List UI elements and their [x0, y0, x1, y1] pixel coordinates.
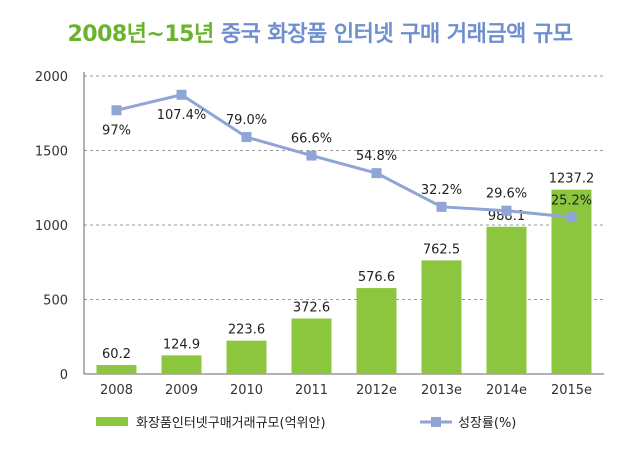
x-tick-label: 2014e: [486, 383, 527, 398]
chart-title-years: 2008년~15년: [67, 22, 214, 47]
bar: [226, 340, 267, 374]
bar-value-label: 576.6: [358, 270, 395, 285]
chart-title: 2008년~15년 중국 화장품 인터넷 구매 거래금액 규모: [0, 16, 640, 48]
legend: 화장품인터넷구매거래규모(억위안) 성장률(%): [96, 416, 516, 431]
line-value-label: 107.4%: [157, 108, 207, 123]
line-value-label: 25.2%: [551, 193, 592, 208]
line-marker: [111, 105, 122, 116]
y-tick-label: 500: [43, 294, 68, 309]
bar-value-label: 124.9: [163, 337, 200, 352]
line-marker: [436, 201, 447, 212]
growth-rate-line: [116, 93, 572, 219]
line-marker: [501, 205, 512, 216]
bar-value-label: 762.5: [423, 242, 460, 257]
line-series: 97% 107.4% 79.0% 66.6% 54.8% 32.2% 29.6% 25.2%: [102, 89, 592, 223]
x-tick-label: 2009: [165, 383, 198, 398]
x-tick-label: 2010: [230, 383, 263, 398]
x-tick-label: 2015e: [551, 383, 592, 398]
bar: [486, 226, 527, 374]
bar-value-label: 223.6: [228, 323, 265, 338]
x-tick-label: 2013e: [421, 383, 462, 398]
line-marker: [306, 150, 317, 161]
x-axis: 2008 2009 2010 2011 2012e 2013e 2014e 2015e: [100, 383, 592, 398]
x-tick-label: 2012e: [356, 383, 397, 398]
x-tick-label: 2008: [100, 383, 133, 398]
y-tick-label: 1500: [35, 145, 68, 160]
bar-value-label: 60.2: [102, 347, 131, 362]
line-value-label: 66.6%: [291, 132, 332, 147]
line-value-label: 79.0%: [226, 113, 267, 128]
legend-swatch-bar: [96, 417, 128, 426]
bar-value-label: 1237.2: [549, 172, 595, 187]
bar: [356, 288, 397, 374]
line-marker: [566, 212, 577, 223]
bar: [96, 365, 137, 374]
line-value-label: 97%: [102, 123, 131, 138]
legend-label-bar: 화장품인터넷구매거래규모(억위안): [136, 416, 326, 431]
bar: [161, 355, 202, 374]
chart-title-subject: 중국 화장품 인터넷 구매 거래금액 규모: [220, 22, 573, 47]
legend-label-line: 성장률(%): [458, 416, 516, 431]
line-marker: [176, 89, 187, 100]
bar-value-label: 372.6: [293, 300, 330, 315]
line-value-label: 32.2%: [421, 183, 462, 198]
bar: [421, 260, 462, 374]
line-value-label: 54.8%: [356, 149, 397, 164]
legend-swatch-marker: [431, 417, 441, 427]
bar: [291, 318, 332, 374]
line-value-label: 29.6%: [486, 187, 527, 202]
y-tick-label: 2000: [35, 70, 68, 85]
line-marker: [241, 132, 252, 143]
y-tick-label: 1000: [35, 219, 68, 234]
x-tick-label: 2011: [295, 383, 328, 398]
line-marker: [371, 168, 382, 179]
y-tick-label: 0: [60, 368, 68, 383]
